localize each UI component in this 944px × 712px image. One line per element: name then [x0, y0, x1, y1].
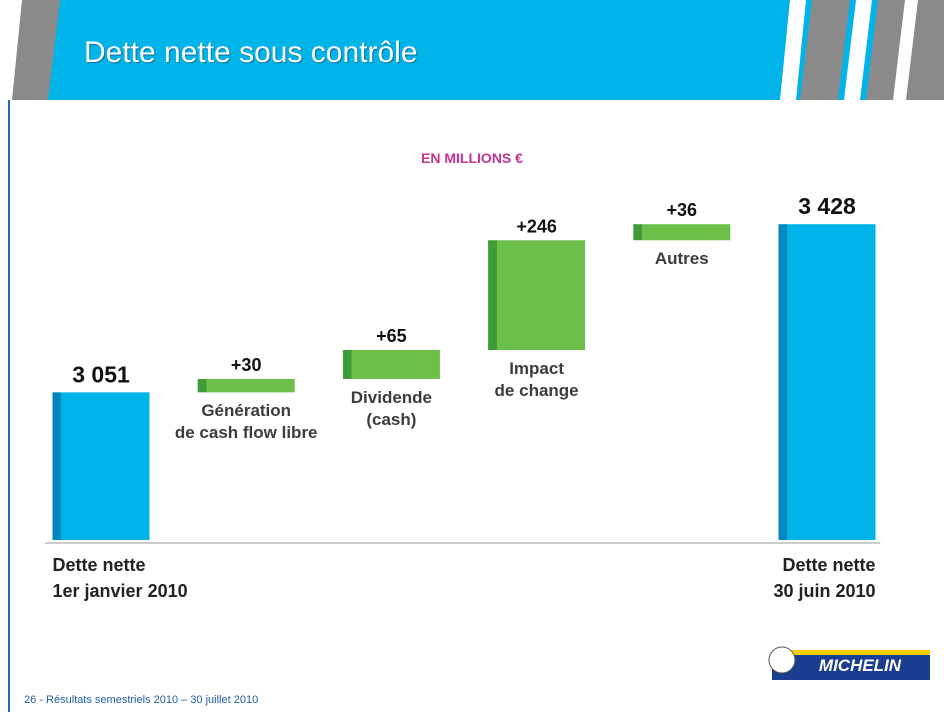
- header-stripe: [0, 0, 22, 100]
- logo-text: MICHELIN: [819, 656, 902, 675]
- logo: MICHELIN: [768, 646, 930, 680]
- category-label: Dette nette 1er janvier 2010: [52, 555, 188, 601]
- bar: [52, 392, 150, 540]
- bar: [342, 349, 440, 379]
- category-label: Impact de change: [494, 358, 579, 400]
- category-label: Autres: [654, 249, 709, 269]
- value-label: +36: [667, 200, 698, 220]
- category-label: Dette nette 30 juin 2010: [773, 555, 876, 601]
- category-label: Dividende (cash): [350, 387, 433, 429]
- header-stripe: [844, 0, 872, 100]
- value-label: 3 428: [798, 193, 856, 219]
- bar: [197, 378, 295, 393]
- value-label: +30: [231, 355, 262, 375]
- logo-figure: [768, 646, 796, 674]
- footer: 26 - Résultats semestriels 2010 – 30 jui…: [24, 694, 259, 706]
- header-stripe: [893, 0, 918, 100]
- value-label: +65: [376, 326, 407, 346]
- bar: [633, 224, 731, 241]
- category-label: Génération de cash flow libre: [174, 401, 318, 443]
- slide-title: Dette nette sous contrôle: [84, 36, 418, 69]
- header-stripe: [800, 0, 850, 100]
- bar: [488, 240, 586, 350]
- bar: [778, 224, 876, 540]
- value-label: 3 051: [72, 361, 130, 387]
- value-label: +246: [516, 216, 557, 236]
- header-stripe: [780, 0, 806, 100]
- logo-band: [772, 650, 930, 655]
- unit-label: EN MILLIONS €: [421, 150, 523, 166]
